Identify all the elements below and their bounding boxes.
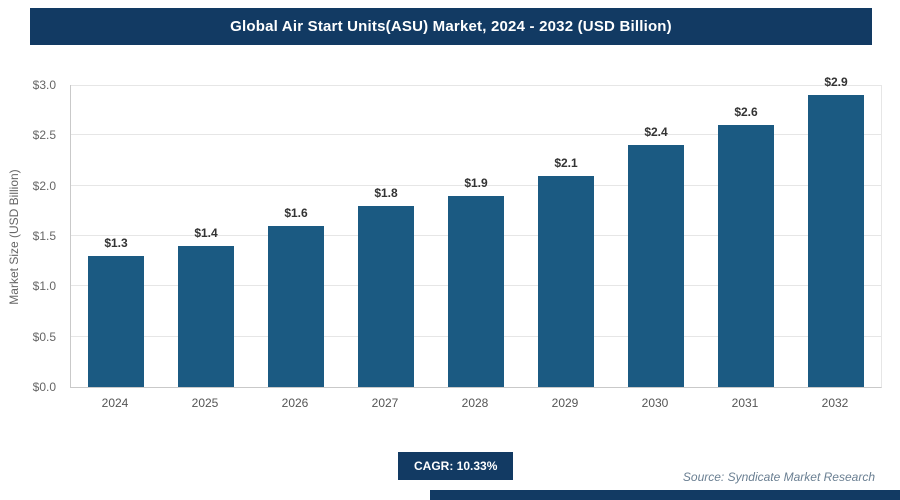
bar-2032 xyxy=(808,95,864,387)
y-tick-label: $0.5 xyxy=(32,329,56,344)
x-category-label: 2025 xyxy=(191,396,219,410)
bar-value-label: $2.1 xyxy=(554,155,578,170)
bar-value-label: $1.4 xyxy=(194,226,218,241)
bar-2028 xyxy=(448,195,504,387)
source-note: Source: Syndicate Market Research xyxy=(682,470,875,484)
chart-title-bar: Global Air Start Units(ASU) Market, 2024… xyxy=(30,8,872,45)
bar-value-label: $2.6 xyxy=(734,105,758,120)
bar-2024 xyxy=(88,256,144,387)
cagr-badge: CAGR: 10.33% xyxy=(398,452,514,480)
bar-2027 xyxy=(358,205,414,387)
x-category-label: 2024 xyxy=(101,396,129,410)
bar-2025 xyxy=(178,246,234,387)
x-axis: 2024 2025 2026 2027 2028 2029 2030 2031 2032 xyxy=(70,392,880,412)
y-tick-label: $0.0 xyxy=(32,380,56,394)
y-tick-label: $2.5 xyxy=(32,128,56,143)
x-category-label: 2031 xyxy=(731,396,759,410)
bar-value-label: $1.8 xyxy=(374,185,398,200)
x-category-label: 2028 xyxy=(461,396,489,410)
x-category-label: 2026 xyxy=(281,396,309,410)
bar-value-label: $2.9 xyxy=(824,75,848,90)
x-category-label: 2027 xyxy=(371,396,399,410)
x-category-label: 2029 xyxy=(551,396,579,410)
bar-value-label: $2.4 xyxy=(644,125,668,140)
x-category-label: 2032 xyxy=(821,396,849,410)
bar-2029 xyxy=(538,175,594,387)
footer-strip xyxy=(430,490,900,500)
y-tick-label: $3.0 xyxy=(32,78,56,92)
plot-area: $1.3 $1.4 $1.6 $1.8 $1.9 $2.1 $2.4 $2.6 $2.9 xyxy=(70,75,882,388)
y-tick-label: $1.5 xyxy=(32,229,56,243)
bar-2031 xyxy=(718,125,774,387)
gridline xyxy=(71,85,881,86)
bar-value-label: $1.9 xyxy=(464,175,488,190)
x-category-label: 2030 xyxy=(641,396,669,410)
bar-2030 xyxy=(628,145,684,387)
gridline xyxy=(71,184,881,186)
bar-value-label: $1.3 xyxy=(104,236,128,251)
gridline xyxy=(71,134,881,136)
y-tick-label: $2.0 xyxy=(32,178,56,193)
bar-2026 xyxy=(268,225,324,387)
y-tick-label: $1.0 xyxy=(32,279,56,294)
bar-value-label: $1.6 xyxy=(284,205,308,220)
y-axis: $0.0 $0.5 $1.0 $1.5 $2.0 $2.5 $3.0 xyxy=(0,78,62,394)
chart-title: Global Air Start Units(ASU) Market, 2024… xyxy=(230,18,672,35)
